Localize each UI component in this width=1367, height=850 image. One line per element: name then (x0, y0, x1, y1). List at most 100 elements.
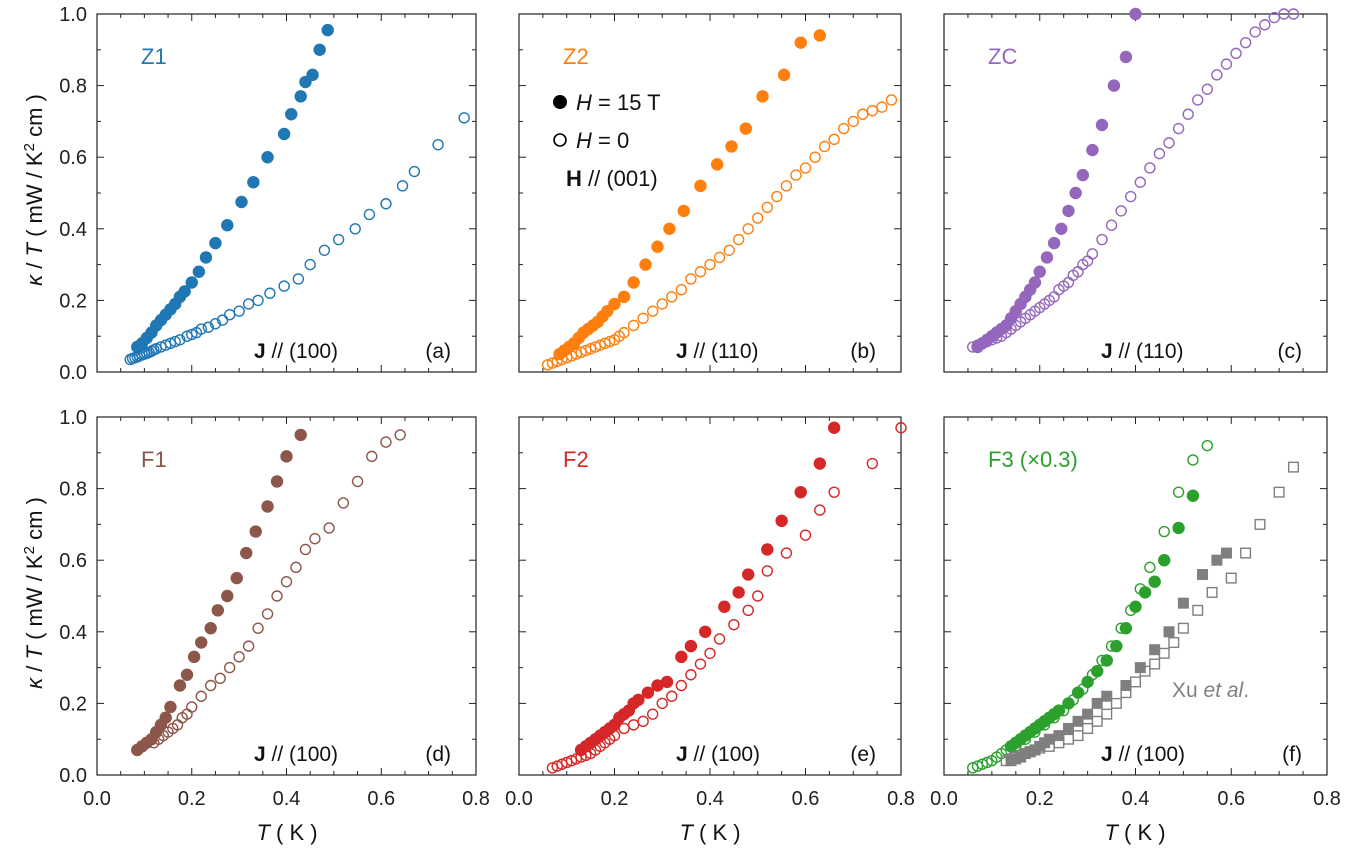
data-point (732, 233, 745, 246)
data-point (777, 68, 791, 82)
x-tick-label: 0.2 (601, 788, 629, 810)
y-tick-label: 0.0 (59, 362, 87, 384)
panel-letter: (e) (850, 743, 876, 766)
data-point (838, 122, 850, 135)
data-point (725, 140, 738, 153)
ylabel-top: κ / T ( mW / K2 cm ) (21, 94, 48, 286)
data-point (1138, 586, 1152, 599)
y-tick-label: 1.0 (59, 407, 87, 429)
data-point (186, 328, 198, 341)
data-point (1172, 486, 1185, 498)
x-tick-label: 0.6 (367, 788, 395, 810)
data-point (209, 236, 222, 250)
sample-label: F1 (141, 447, 167, 472)
series-open (546, 422, 907, 774)
data-point (202, 321, 215, 333)
data-point (742, 223, 754, 235)
data-point (1053, 730, 1065, 742)
data-point (885, 94, 898, 106)
panel-letter: (d) (425, 743, 451, 766)
data-point (280, 450, 293, 463)
data-point (1029, 726, 1041, 738)
current-direction-label: J // (100) (254, 743, 338, 766)
data-point (1086, 669, 1099, 681)
y-tick-label: 0.2 (59, 693, 87, 715)
data-point (570, 753, 582, 765)
data-point (828, 133, 840, 146)
data-point (1153, 147, 1166, 160)
data-point (675, 679, 688, 692)
data-point (1158, 647, 1170, 659)
data-point (1086, 143, 1099, 157)
data-point (204, 622, 217, 635)
data-point (1225, 572, 1237, 584)
data-point (294, 90, 307, 103)
data-point (1287, 8, 1300, 20)
data-point (252, 294, 264, 307)
data-point (742, 604, 754, 617)
data-point (216, 314, 229, 326)
data-point (380, 198, 392, 210)
data-point (1129, 676, 1141, 688)
data-point (967, 762, 979, 774)
data-point (967, 341, 979, 353)
panel-letter: (a) (425, 340, 451, 363)
data-point (1091, 715, 1103, 727)
data-point (280, 575, 293, 588)
data-point (666, 291, 678, 303)
data-point (278, 280, 290, 292)
data-point (809, 151, 821, 163)
data-point (866, 104, 879, 117)
data-point (1134, 176, 1146, 188)
data-point (723, 244, 735, 256)
data-point (1120, 680, 1132, 691)
data-point (1240, 547, 1252, 559)
data-point (230, 571, 243, 585)
data-point (761, 565, 773, 577)
data-point (1119, 50, 1133, 64)
data-point (173, 679, 187, 692)
data-point (1158, 554, 1171, 567)
xlabel-middle: T ( K ) (679, 820, 740, 845)
data-point (1129, 600, 1142, 613)
data-point (396, 180, 409, 192)
y-tick-label: 0.4 (59, 219, 87, 241)
data-point (639, 258, 652, 271)
data-point (195, 690, 207, 702)
data-point (294, 428, 307, 442)
data-point (1192, 604, 1204, 616)
legend-filled-label: H = 15 T (576, 90, 661, 115)
series-filled (971, 7, 1142, 354)
current-direction-label: J // (100) (1101, 743, 1185, 766)
data-point (728, 618, 740, 631)
data-point (986, 334, 998, 346)
data-point (732, 586, 745, 599)
data-point (261, 608, 274, 620)
data-point (627, 719, 640, 731)
data-point (313, 43, 326, 56)
data-point (637, 715, 649, 727)
data-point (1095, 118, 1109, 132)
data-point (675, 650, 688, 664)
data-point (570, 348, 582, 360)
data-point (1163, 626, 1175, 638)
legend-open-label: H = 0 (576, 128, 629, 153)
data-point (323, 522, 335, 534)
data-point (1082, 708, 1094, 720)
data-point (235, 195, 248, 209)
data-point (150, 343, 162, 355)
data-point (1254, 518, 1266, 530)
current-direction-label: J // (100) (254, 340, 338, 363)
x-tick-label: 0.2 (1026, 788, 1054, 810)
data-point (790, 169, 802, 181)
x-tick-label: 0.8 (462, 788, 490, 810)
data-point (761, 201, 773, 214)
sample-label: Z1 (141, 44, 167, 69)
data-point (242, 298, 255, 310)
x-tick-label: 0.8 (887, 788, 915, 810)
x-tick-label: 0.6 (1217, 788, 1245, 810)
data-point (290, 561, 302, 574)
data-point (618, 326, 630, 339)
data-point (1259, 19, 1271, 31)
data-point (1134, 583, 1146, 595)
